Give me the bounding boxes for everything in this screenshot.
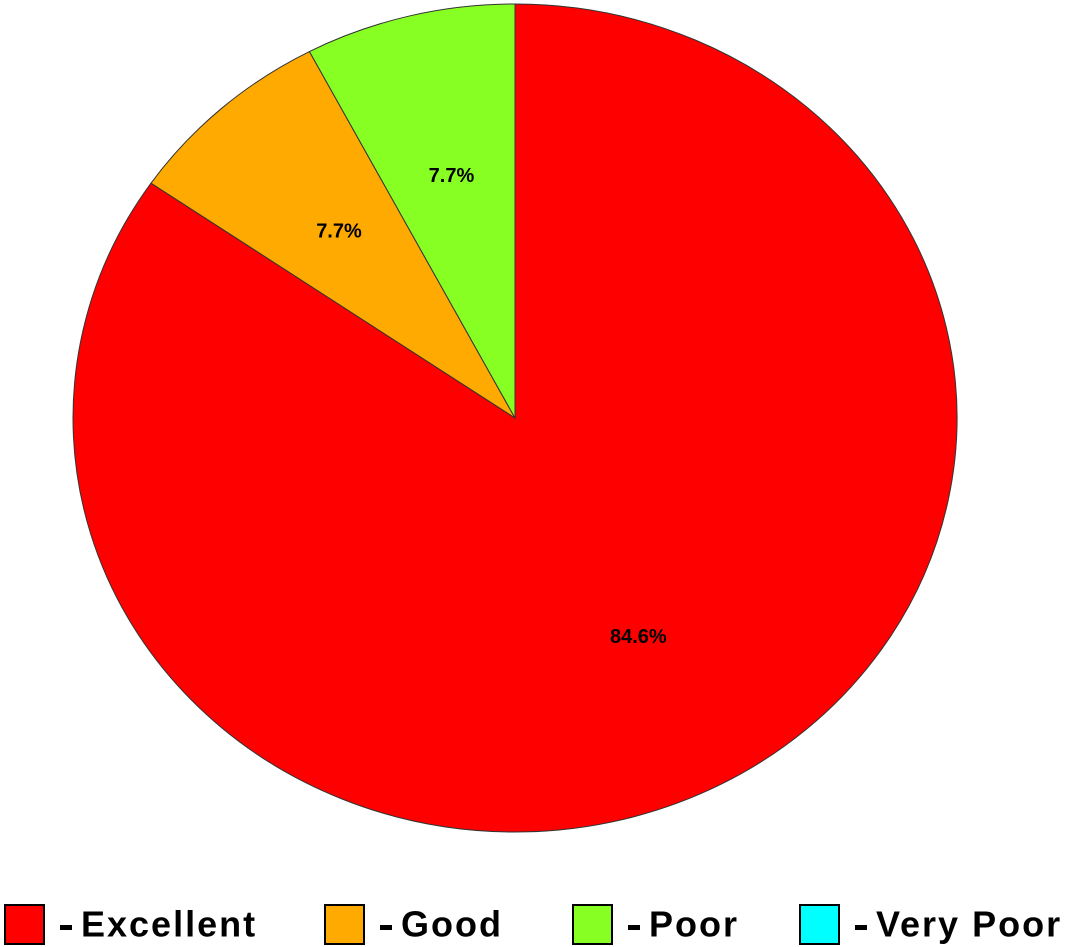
legend-label: Very Poor (876, 904, 1062, 945)
legend-swatch (799, 904, 840, 945)
legend-label: Excellent (81, 904, 257, 945)
value-label: 7.7% (316, 220, 362, 242)
legend-dash (60, 925, 72, 930)
legend-swatch (324, 904, 365, 945)
legend-label: Poor (649, 904, 739, 945)
legend-dash (380, 925, 392, 930)
legend-swatch (572, 904, 613, 945)
legend-swatch (4, 904, 45, 945)
legend-dash (855, 925, 867, 930)
pie-slice (308, 3, 516, 420)
value-label: 84.6% (610, 626, 667, 648)
legend-dash (628, 925, 640, 930)
pie-slice (150, 50, 516, 419)
value-label: 7.7% (429, 165, 475, 187)
legend-label: Good (401, 904, 503, 945)
